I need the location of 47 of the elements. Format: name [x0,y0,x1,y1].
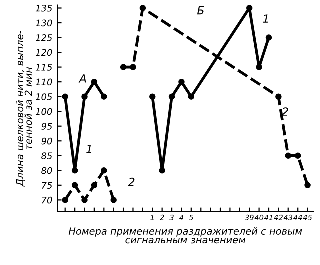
point [91,78,98,86]
point [130,64,136,70]
y-axis-title: Длина шелковой нити, выпле- тенной за 2 мин [16,31,32,187]
point [150,94,156,100]
x-axis-title: Номера применения раздражителей с новым сигнальным значением [68,228,302,244]
y-tick-label: 85 [42,152,52,160]
point [91,182,98,189]
point [304,182,311,189]
y-tick-label: 80 [42,167,52,174]
point [62,197,68,204]
y-tick-label: 90 [42,138,52,145]
annotation: А [78,74,86,83]
y-tick-label: 110 [36,78,52,86]
point [266,34,272,41]
point [120,64,127,70]
point [82,197,88,204]
point [82,94,88,100]
point [72,168,78,174]
y-tick-label: 115 [36,64,52,71]
point [168,94,176,100]
point [110,197,117,204]
point [188,94,195,100]
y-tick-label: 120 [36,49,52,56]
annotation: 1 [86,144,92,154]
point [285,152,292,160]
point [246,5,253,12]
point [256,64,262,70]
point [276,94,282,100]
y-tick-label: 70 [42,196,52,204]
y-tick-label: 105 [36,94,52,100]
annotation: 1 [263,14,268,23]
point [62,94,68,100]
annotation: Б [197,6,204,15]
point [101,94,108,100]
y-tick-label: 135 [36,4,52,12]
y-tick-label: 130 [36,20,52,27]
point [140,5,146,12]
point [72,182,78,189]
y-tick-label: 95 [42,123,52,130]
point [178,78,185,86]
y-tick-label: 100 [36,108,52,116]
point [159,168,166,174]
annotation: 2 [128,178,135,186]
y-tick-label: 75 [42,182,52,189]
point [101,168,108,174]
point [294,152,302,160]
y-tick-label: 125 [36,34,52,42]
